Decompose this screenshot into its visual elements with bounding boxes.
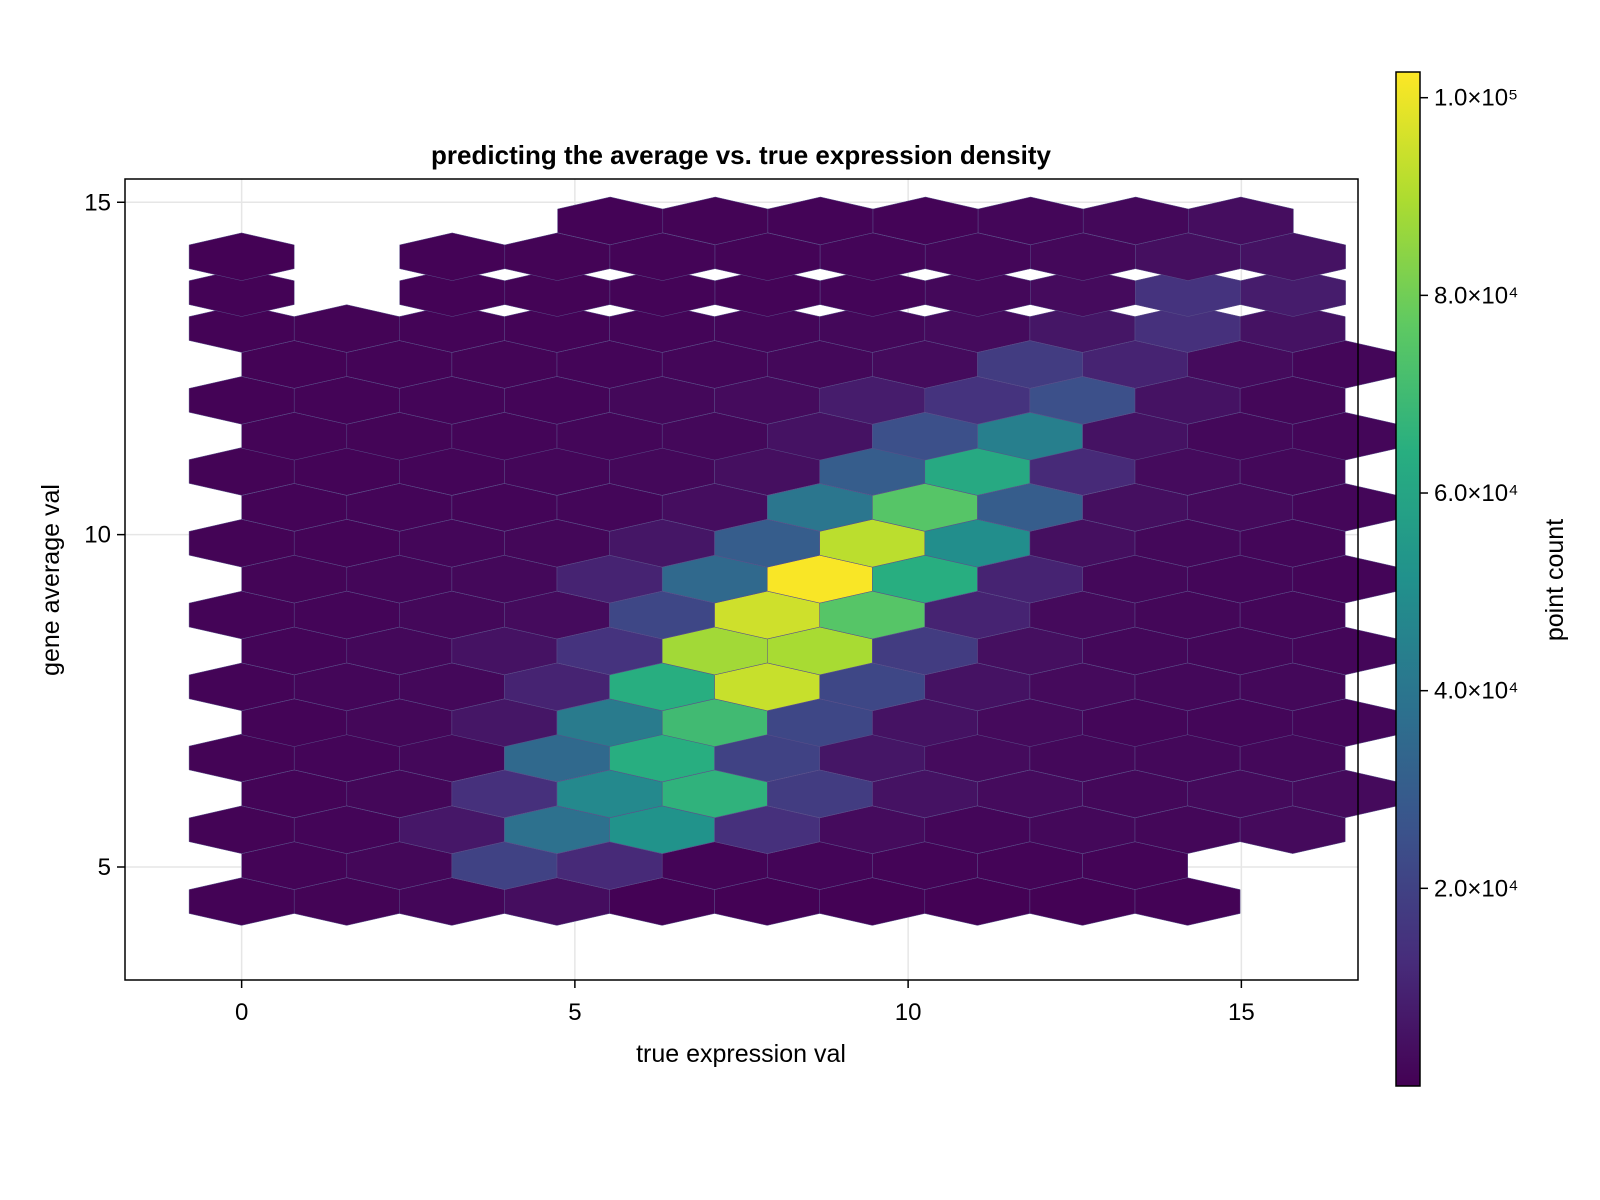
- x-tick-label: 0: [235, 999, 248, 1026]
- y-tick-label: 15: [84, 189, 111, 216]
- x-tick-label: 10: [895, 999, 922, 1026]
- y-tick-label: 5: [98, 854, 111, 881]
- chart-title: predicting the average vs. true expressi…: [431, 140, 1051, 170]
- colorbar-tick-label: 1.0×10⁵: [1434, 85, 1518, 112]
- colorbar-tick-label: 2.0×10⁴: [1434, 875, 1518, 902]
- colorbar-tick-label: 4.0×10⁴: [1434, 678, 1518, 705]
- hexbin-cells: [188, 196, 1399, 926]
- x-axis-label: true expression val: [636, 1040, 846, 1068]
- plot-frame: [124, 178, 1359, 981]
- colorbar-tick-label: 8.0×10⁴: [1434, 282, 1518, 309]
- y-axis-label: gene average val: [37, 484, 65, 676]
- x-tick-label: 5: [568, 999, 581, 1026]
- x-tick-label: 15: [1228, 999, 1255, 1026]
- colorbar-label: point count: [1541, 519, 1569, 641]
- hex-cell: [1240, 232, 1346, 281]
- colorbar: [1395, 71, 1421, 1087]
- axis-ticks: 0 5 10 15 5 10 15: [84, 189, 1254, 1026]
- hex-cell: [1240, 268, 1346, 317]
- hex-cell: [188, 268, 295, 317]
- hex-cell: [1188, 196, 1294, 245]
- y-tick-label: 10: [84, 522, 111, 549]
- hex-cell: [188, 232, 295, 281]
- hex-cell: [399, 232, 506, 281]
- hex-cell: [1239, 304, 1346, 353]
- colorbar-ticks: 2.0×10⁴ 4.0×10⁴ 6.0×10⁴ 8.0×10⁴ 1.0×10⁵: [1420, 85, 1518, 902]
- colorbar-tick-label: 6.0×10⁴: [1434, 480, 1518, 507]
